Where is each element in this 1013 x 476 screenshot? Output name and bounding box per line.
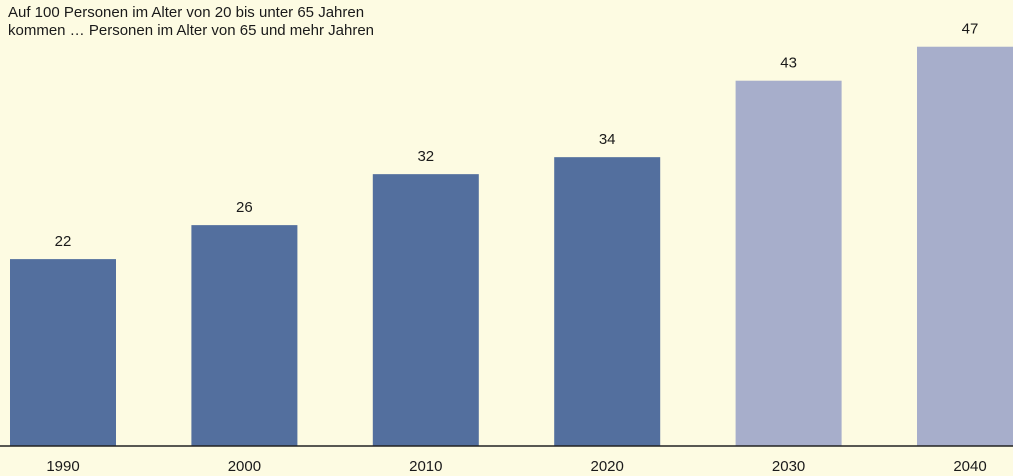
value-label: 26 [236,199,253,216]
x-tick-label: 2030 [772,458,805,475]
value-label: 32 [417,148,434,165]
x-tick-label: 1990 [46,458,79,475]
bar [917,46,1013,446]
chart-title: kommen … Personen im Alter von 65 und me… [8,22,374,39]
value-label: 22 [55,233,72,250]
bar [735,80,842,446]
value-label: 43 [780,55,797,72]
value-label: 47 [962,21,979,38]
bar [554,157,661,446]
bar [10,259,116,446]
bar [372,174,479,446]
chart-title: Auf 100 Personen im Alter von 20 bis unt… [8,4,364,21]
x-tick-label: 2040 [953,458,986,475]
x-tick-label: 2020 [591,458,624,475]
value-label: 34 [599,131,616,148]
x-tick-label: 2000 [228,458,261,475]
bar [191,225,298,446]
x-tick-label: 2010 [409,458,442,475]
